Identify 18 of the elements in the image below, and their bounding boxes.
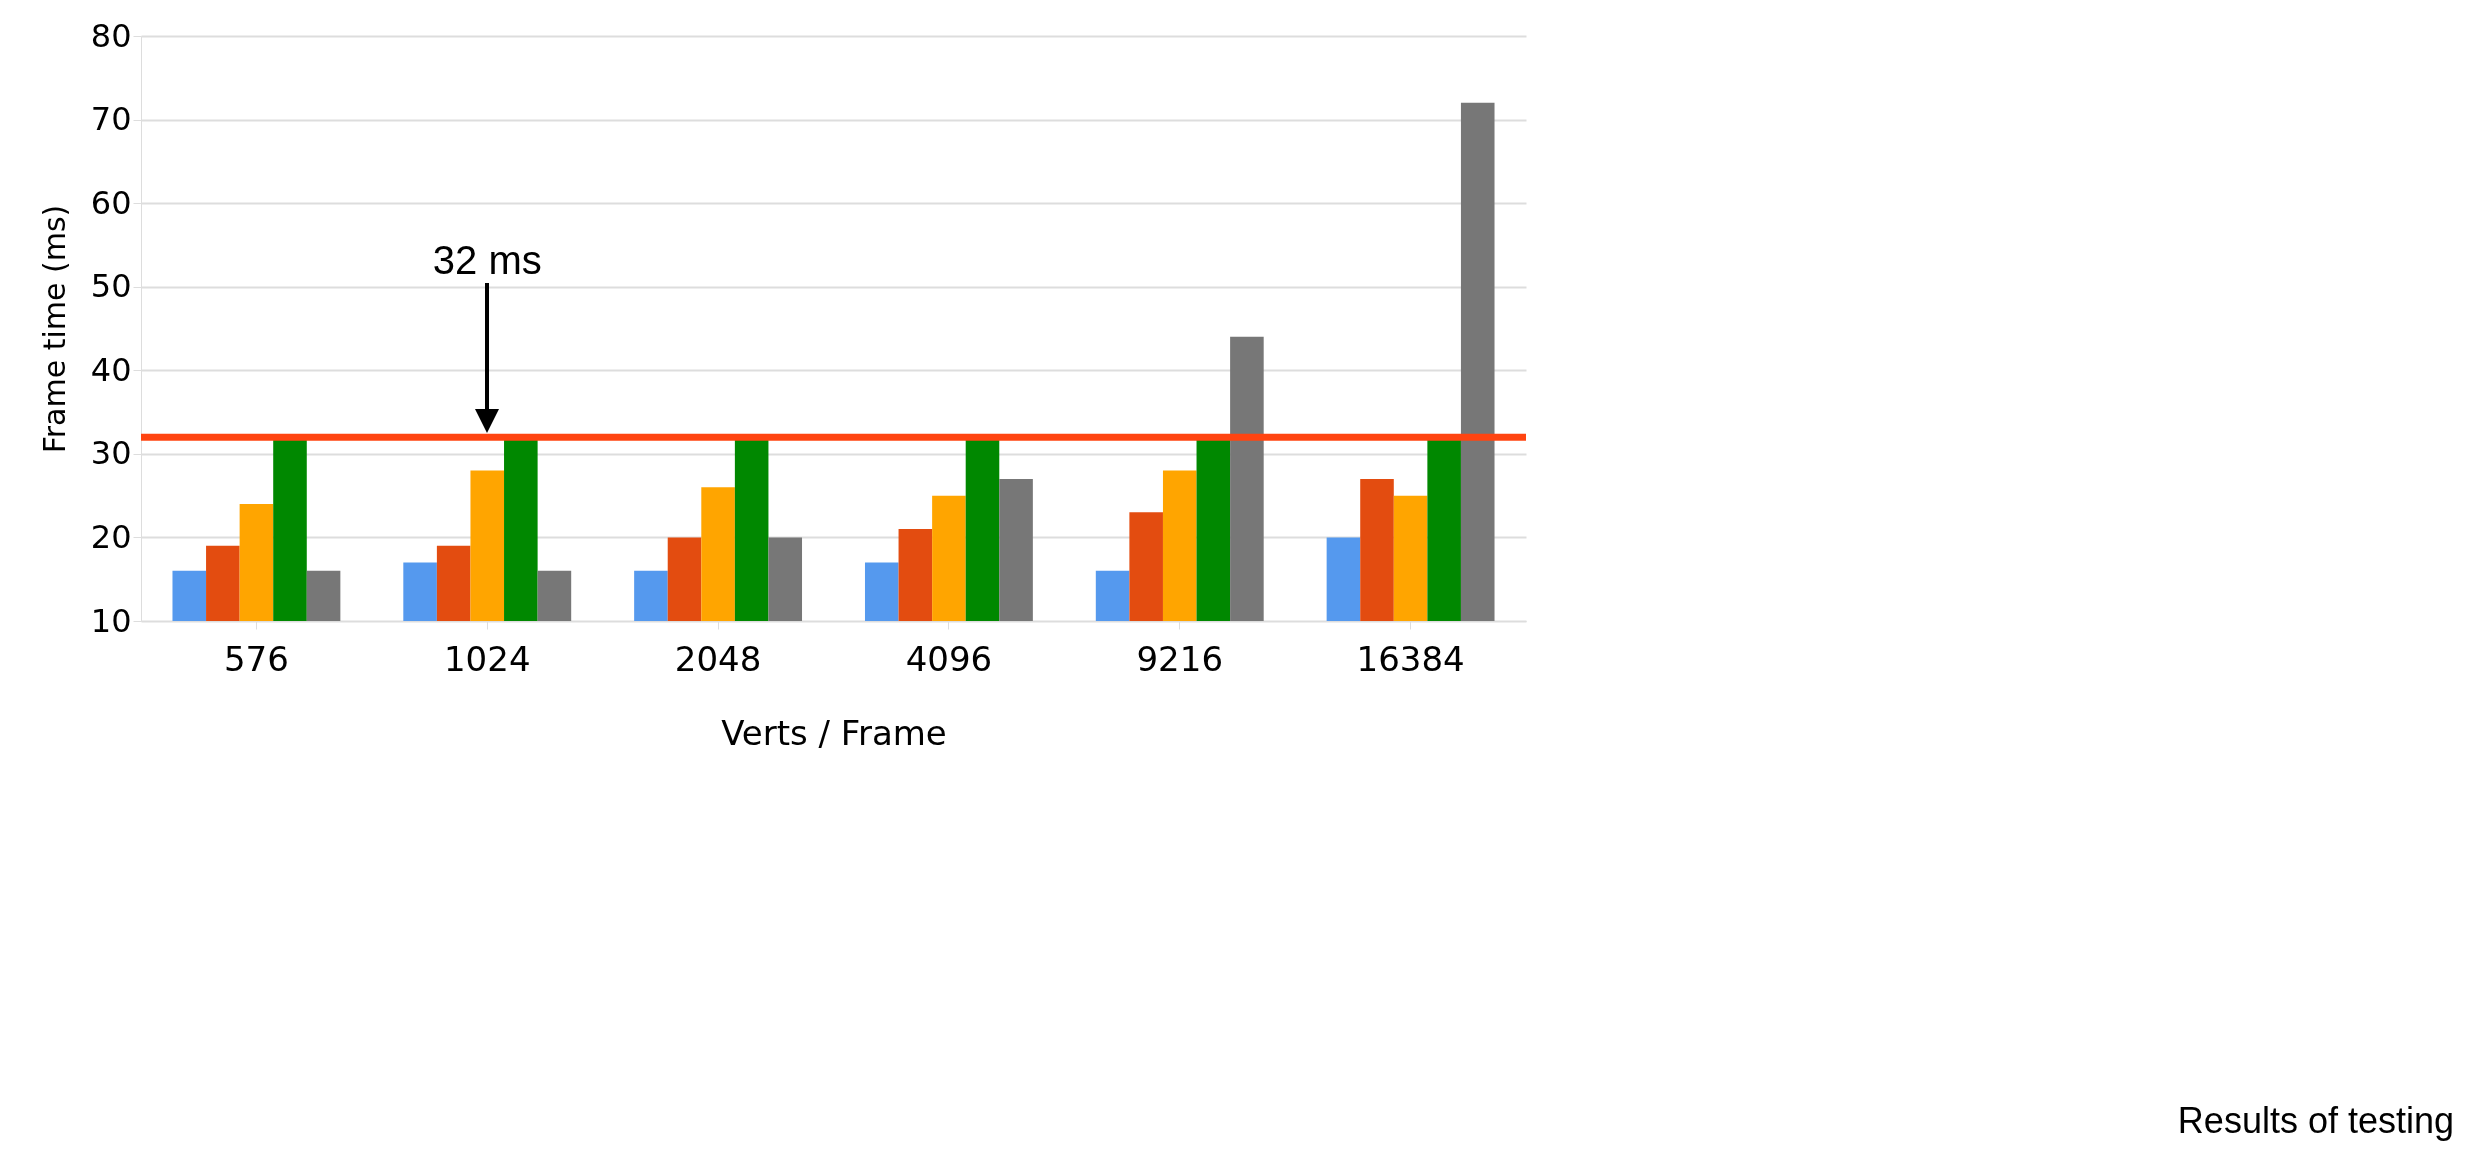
x-tick-label: 16384 bbox=[1356, 638, 1465, 679]
y-tick-label: 70 bbox=[90, 100, 132, 139]
y-tick-label: 80 bbox=[90, 16, 132, 55]
y-tick-label: 40 bbox=[90, 350, 132, 389]
y-tick-label: 60 bbox=[90, 183, 132, 222]
y-tick-label: 50 bbox=[90, 267, 132, 306]
x-tick-label: 9216 bbox=[1136, 638, 1224, 679]
x-tick-label: 2048 bbox=[674, 638, 762, 679]
x-axis-title: Verts / Frame bbox=[721, 712, 947, 753]
x-tick-label: 576 bbox=[223, 638, 289, 679]
y-tick-label: 20 bbox=[90, 517, 132, 556]
y-axis-title: Frame time (ms) bbox=[36, 204, 72, 454]
y-tick-label: 10 bbox=[90, 601, 132, 640]
x-tick-label: 1024 bbox=[443, 638, 531, 679]
text: Results of testing bbox=[2177, 1100, 2454, 1142]
y-tick-label: 30 bbox=[90, 434, 132, 473]
annotation: 32 ms bbox=[432, 238, 542, 283]
x-tick-label: 4096 bbox=[905, 638, 993, 679]
